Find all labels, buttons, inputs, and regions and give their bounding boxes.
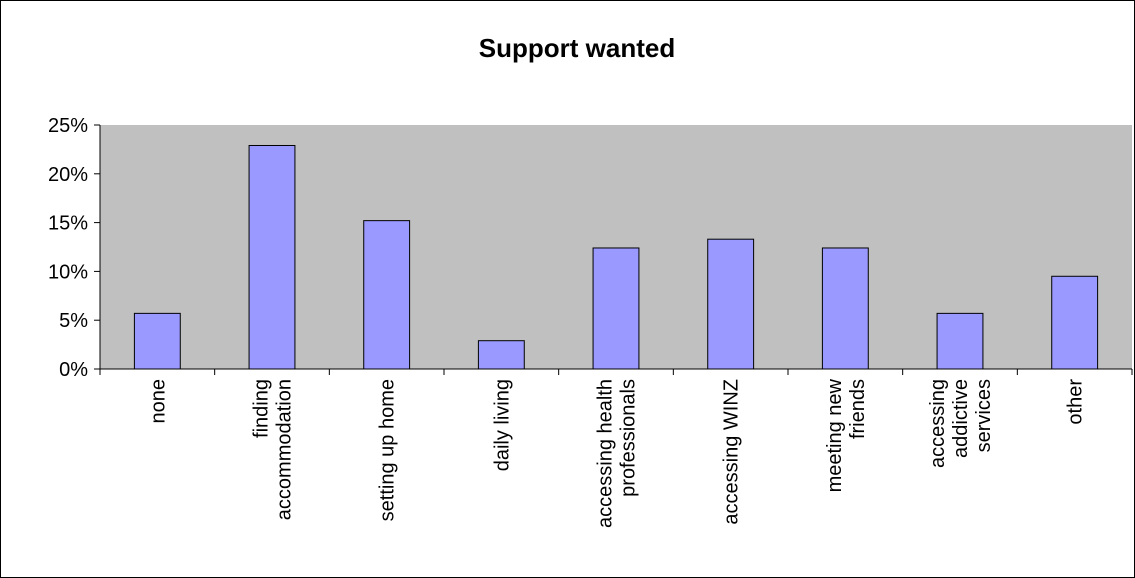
chart-title: Support wanted: [479, 33, 675, 63]
axis-layer: 0% 5% 10% 15% 20% 25%: [48, 115, 1133, 381]
bars-layer: [133, 144, 1099, 370]
bar: [821, 247, 869, 370]
x-tick-label-line: addictive: [950, 379, 972, 458]
bar: [248, 144, 296, 370]
x-tick-label: daily living: [491, 379, 513, 471]
x-tick-label: accessing healthprofessionals: [595, 379, 640, 528]
bar: [477, 340, 525, 370]
y-tick-label: 25%: [48, 115, 88, 137]
bar: [592, 247, 640, 370]
x-tick-label-line: accessing WINZ: [721, 379, 743, 525]
x-tick-label: findingaccommodation: [251, 379, 296, 520]
x-tick-label-line: none: [147, 379, 169, 424]
y-tick-label: 10%: [48, 261, 88, 283]
bar: [133, 312, 181, 370]
x-tick-label: none: [147, 379, 169, 424]
x-tick-label-line: meeting new: [824, 378, 846, 492]
x-tick-label-line: setting up home: [377, 379, 399, 521]
x-tick-label: other: [1065, 379, 1087, 425]
bar: [936, 312, 984, 370]
x-tick-label-line: finding: [251, 379, 273, 438]
y-tick-label: 15%: [48, 213, 88, 235]
x-tick-label: meeting newfriends: [824, 378, 869, 492]
y-tick-label: 5%: [59, 310, 88, 332]
labels-layer: none findingaccommodation setting up home d…: [147, 378, 1086, 528]
bar: [363, 220, 411, 370]
y-tick-label: 0%: [59, 359, 88, 381]
x-tick-label-line: friends: [847, 379, 869, 439]
bar: [707, 238, 755, 370]
x-tick-label-line: services: [973, 379, 995, 452]
x-tick-label-line: other: [1065, 379, 1087, 425]
x-tick-label-line: professionals: [618, 379, 640, 497]
x-tick-label: accessing WINZ: [721, 379, 743, 525]
y-tick-label: 20%: [48, 164, 88, 186]
x-tick-label: setting up home: [377, 379, 399, 521]
x-tick-label-line: accommodation: [274, 379, 296, 520]
bar: [1051, 275, 1099, 370]
x-tick-label-line: accessing: [927, 379, 949, 468]
x-tick-label-line: daily living: [491, 379, 513, 471]
x-tick-label: accessingaddictiveservices: [927, 379, 995, 468]
x-tick-label-line: accessing health: [595, 379, 617, 528]
